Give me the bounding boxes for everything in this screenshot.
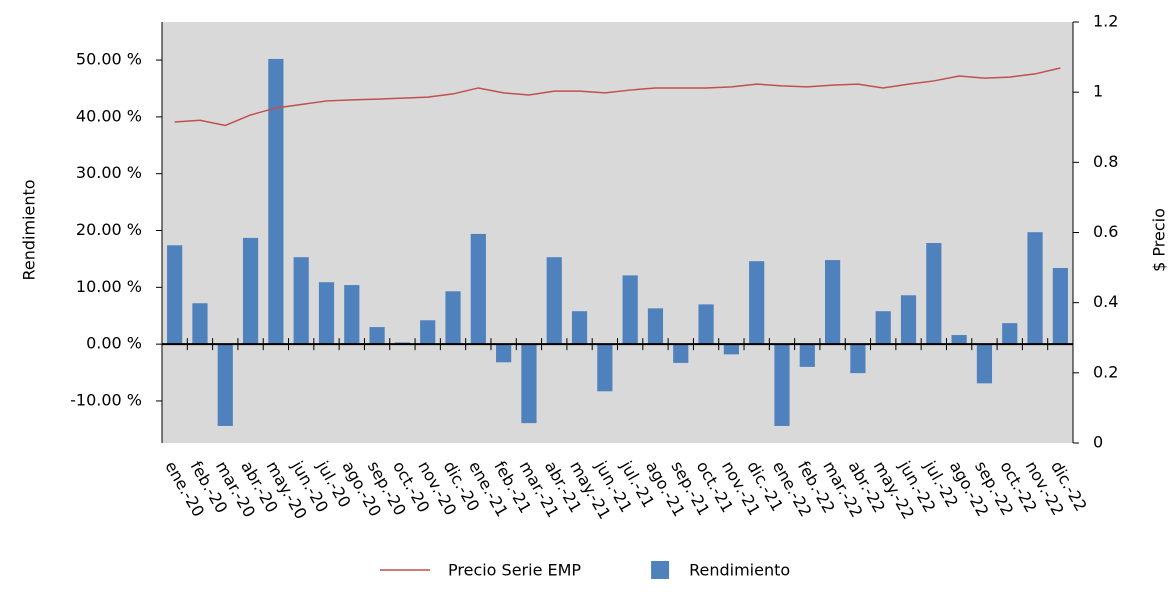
- y2-tick-label: 0.2: [1093, 362, 1118, 381]
- bar: [369, 327, 385, 345]
- y-tick-label: 50.00 %: [76, 50, 142, 69]
- bar: [192, 303, 208, 345]
- bar: [799, 344, 815, 367]
- bar: [571, 311, 588, 345]
- bar: [268, 58, 284, 345]
- bar: [167, 245, 183, 345]
- bar: [344, 285, 360, 345]
- bar: [749, 261, 765, 345]
- y2-axis-title: $ Precio: [1150, 208, 1169, 272]
- bar: [496, 344, 512, 363]
- y2-tick-label: 0.8: [1093, 152, 1118, 171]
- bar: [445, 291, 461, 345]
- legend-label: Precio Serie EMP: [448, 561, 581, 580]
- bar: [242, 237, 259, 345]
- y-tick-label: 30.00 %: [76, 163, 142, 182]
- y2-tick-label: 1: [1093, 82, 1103, 101]
- y-tick-label: -10.00 %: [70, 390, 142, 409]
- bar: [622, 275, 638, 345]
- bar: [774, 344, 790, 426]
- bar: [723, 344, 739, 355]
- line: [174, 67, 1061, 127]
- plot-area: [162, 22, 1073, 443]
- bar: [420, 320, 436, 345]
- bar: [1002, 323, 1018, 345]
- legend-label: Rendimiento: [689, 561, 790, 580]
- bar: [875, 311, 891, 345]
- bar: [825, 260, 841, 345]
- bar: [546, 257, 562, 345]
- bar: [1052, 268, 1068, 345]
- bar: [1027, 232, 1043, 345]
- bar: [698, 304, 714, 345]
- y-tick-label: 10.00 %: [76, 277, 142, 296]
- bar: [951, 335, 967, 345]
- bar: [470, 233, 486, 345]
- y2-tick-label: 0: [1093, 433, 1103, 452]
- legend-swatch: [651, 561, 670, 579]
- y2-tick-label: 0.4: [1093, 292, 1118, 311]
- bar: [521, 344, 537, 424]
- bar: [976, 344, 993, 384]
- bar: [900, 295, 917, 345]
- y2-tick-label: 0.6: [1093, 222, 1118, 241]
- bar: [673, 344, 689, 363]
- bar: [647, 308, 664, 345]
- bar: [597, 344, 613, 392]
- y-tick-label: 40.00 %: [76, 106, 142, 125]
- bar: [926, 243, 942, 345]
- bar: [217, 344, 233, 426]
- bar: [318, 282, 335, 345]
- bar: [293, 257, 309, 345]
- y-tick-label: 20.00 %: [76, 220, 142, 239]
- y2-tick-label: 1.2: [1093, 12, 1118, 31]
- y-axis-title: Rendimiento: [20, 179, 39, 280]
- y-tick-label: 0.00 %: [86, 334, 142, 353]
- bar: [850, 344, 866, 374]
